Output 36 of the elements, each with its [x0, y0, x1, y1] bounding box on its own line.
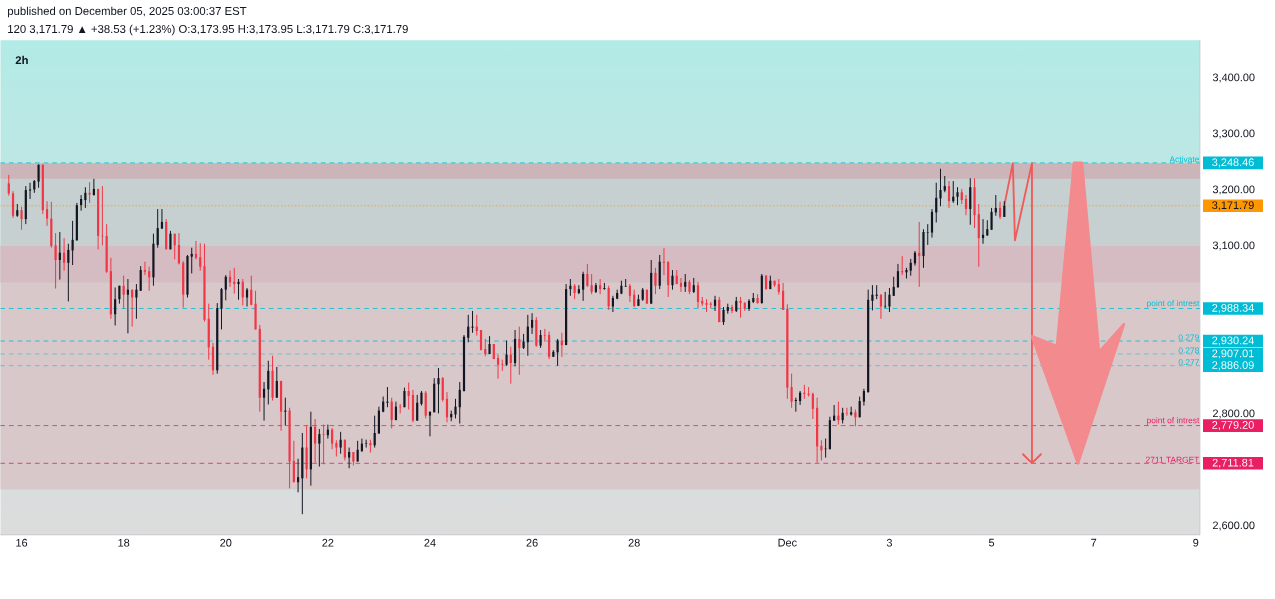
text: 2,711.81: [1212, 458, 1254, 468]
text: 3,171.79: [1212, 201, 1254, 211]
x-tick-label: 3: [886, 538, 893, 547]
text: 3,248.46: [1212, 158, 1254, 168]
text: 2,886.09: [1212, 361, 1254, 371]
annotation: 2h: [15, 55, 28, 65]
chart-title: published on December 05, 2025 03:00:37 EST: [8, 6, 247, 18]
chart-subtitle: 120 3,171.79 ▲ +38.53 (+1.23%) O:3,173.95 H:3,173.95 L:3,171.79 C:3,171.79: [8, 24, 408, 36]
y-tick-label: 3,300.00: [1212, 129, 1255, 139]
ref-line-label: Activate: [1169, 156, 1199, 163]
x-tick-label: 24: [424, 538, 436, 547]
y-tick-label: 2,800.00: [1213, 409, 1255, 419]
annotation: 0.279: [1178, 334, 1199, 341]
x-tick-label: 5: [988, 538, 995, 547]
x-tick-label: 28: [628, 538, 640, 547]
y-tick-label: 3,200.00: [1212, 185, 1255, 195]
ref-line-label: 2711 TARGET: [1145, 456, 1200, 463]
text: 2,930.24: [1212, 336, 1254, 346]
x-tick-label: 7: [1091, 538, 1097, 547]
text: 2,907.01: [1212, 349, 1254, 359]
text: 2,779.20: [1212, 421, 1254, 431]
y-tick-label: 3,400.00: [1212, 73, 1255, 83]
ref-line-label: point of intrest: [1147, 300, 1200, 308]
y-tick-label: 3,100.00: [1212, 241, 1255, 251]
x-tick-label: 22: [322, 538, 334, 547]
x-tick-label: 20: [220, 538, 232, 547]
ref-line-label: point of intrest: [1147, 417, 1200, 425]
text: 2,988.34: [1212, 304, 1254, 314]
x-tick-label: 26: [526, 538, 538, 547]
x-tick-label: 18: [118, 538, 130, 547]
annotation: 0.277: [1178, 359, 1199, 366]
x-tick-label: Dec: [778, 538, 797, 547]
annotation: 0.278: [1178, 347, 1199, 354]
x-tick-label: 9: [1193, 538, 1199, 547]
y-tick-label: 2,600.00: [1213, 521, 1255, 531]
x-tick-label: 16: [16, 538, 28, 547]
